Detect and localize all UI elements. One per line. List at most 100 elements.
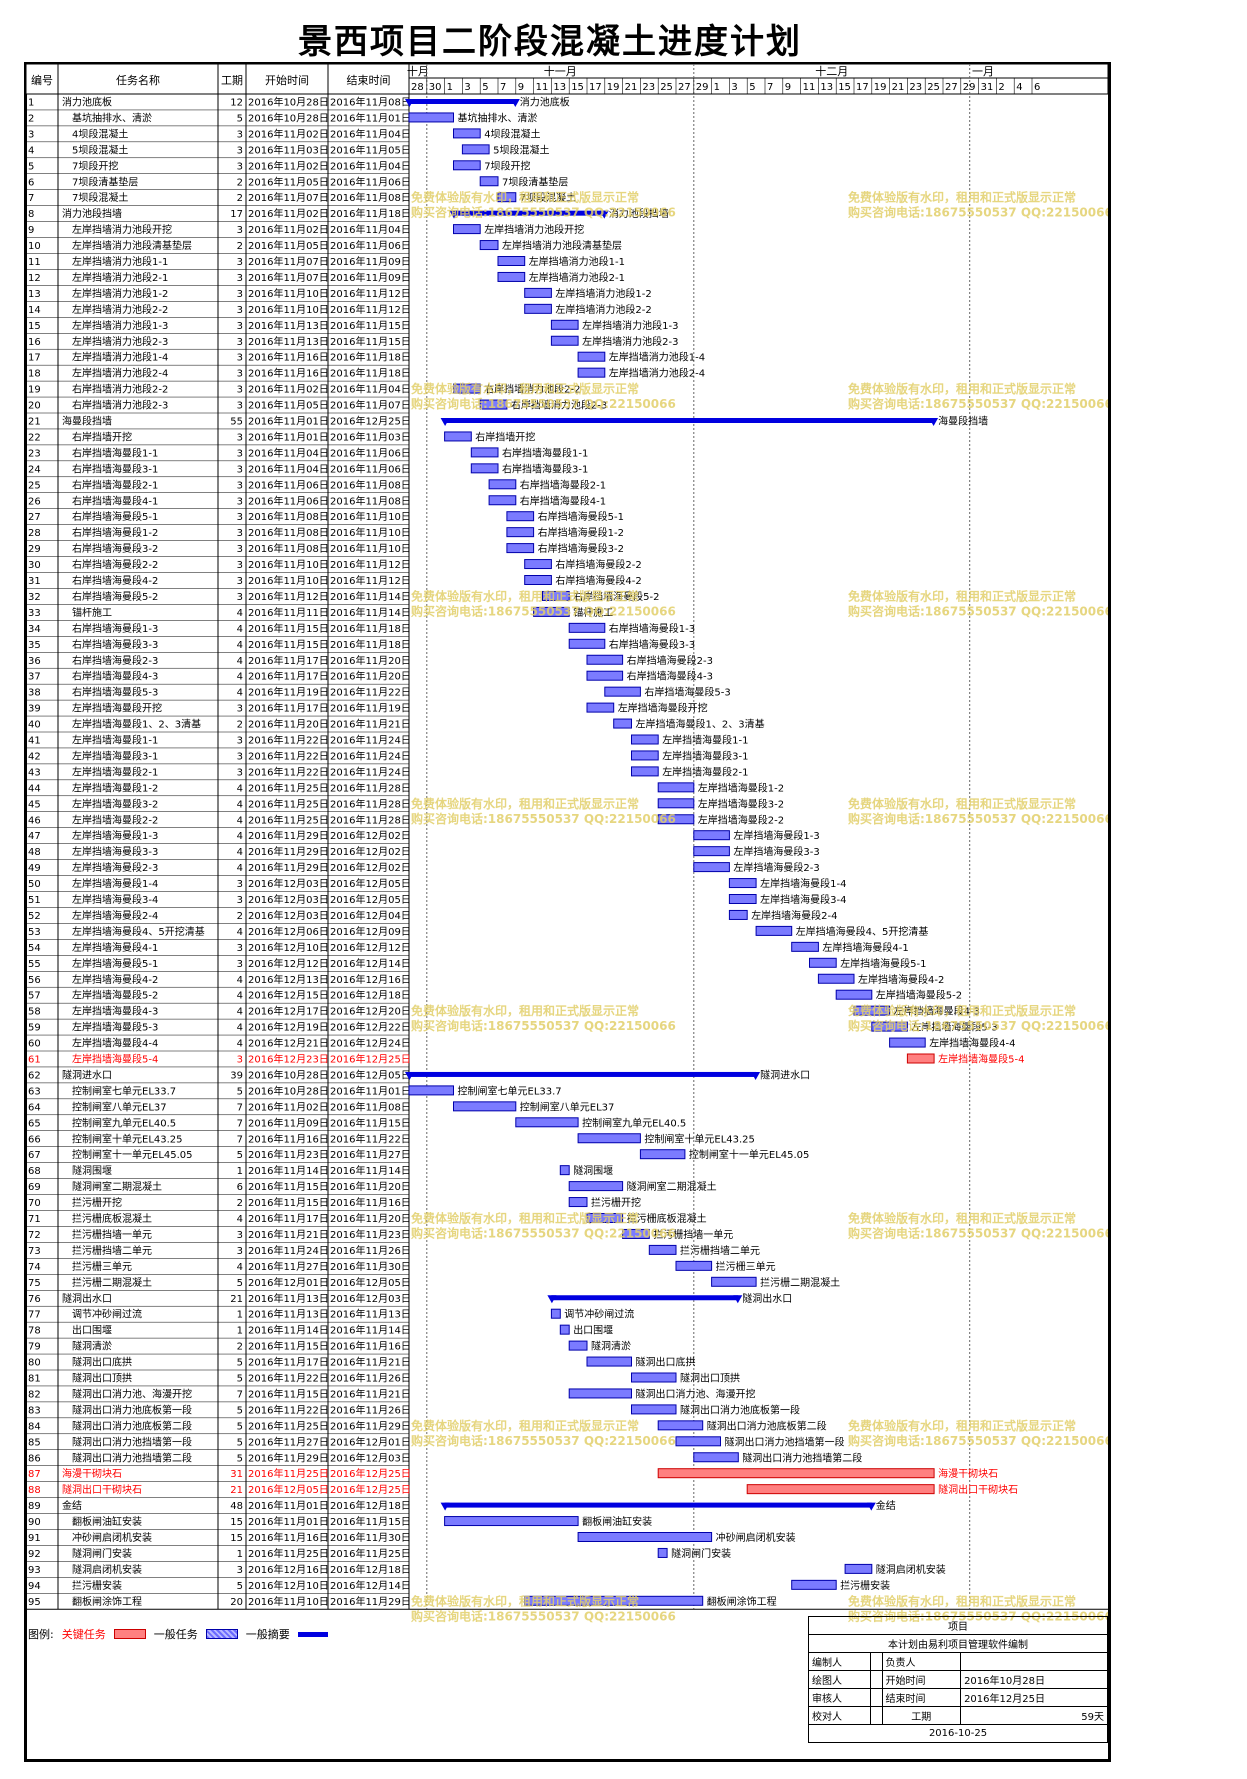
task-duration: 3 — [237, 528, 243, 539]
info-end-value: 2016年12月25日 — [960, 1688, 1108, 1707]
task-id: 52 — [28, 911, 41, 922]
task-bar — [693, 830, 730, 841]
watermark-text: 免费体验版有水印，租用和正式版显示正常 — [848, 381, 1076, 396]
task-end: 2016年12月02日 — [330, 845, 411, 858]
bar-label: 冲砂闸启闭机安装 — [716, 1531, 796, 1544]
month-label: 十一月 — [544, 64, 577, 78]
watermark-text: 购买咨询电话:18675550537 QQ:22150066 — [848, 205, 1108, 220]
task-name: 右岸挡墙海曼段2-1 — [72, 478, 158, 491]
task-name: 左岸挡墙海曼段4-3 — [72, 1005, 158, 1018]
bar-label: 右岸挡墙海曼段2-2 — [555, 558, 641, 571]
task-end: 2016年11月26日 — [330, 1244, 411, 1257]
task-duration: 48 — [230, 1501, 243, 1512]
task-duration: 3 — [237, 305, 243, 316]
task-name: 左岸挡墙海曼段2-1 — [72, 765, 158, 778]
task-duration: 39 — [230, 1070, 243, 1081]
bar-label: 7坝段开挖 — [484, 159, 530, 172]
bar-label: 左岸挡墙消力池段1-4 — [609, 351, 705, 364]
watermark-text: 免费体验版有水印，租用和正式版显示正常 — [848, 1210, 1076, 1225]
task-name: 左岸挡墙海曼段1-3 — [72, 829, 158, 842]
task-start: 2016年11月08日 — [248, 510, 329, 523]
watermark-text: 免费体验版有水印，租用和正式版显示正常 — [411, 1210, 639, 1225]
task-bar — [693, 1452, 739, 1463]
task-name: 右岸挡墙海曼段3-1 — [72, 462, 158, 475]
watermark-text: 免费体验版有水印，租用和正式版显示正常 — [411, 588, 639, 603]
task-start: 2016年11月17日 — [248, 702, 329, 715]
task-start: 2016年11月15日 — [248, 1340, 329, 1353]
task-id: 41 — [28, 736, 41, 747]
task-name: 7坝段清基垫层 — [72, 175, 138, 188]
day-label: 11 — [803, 82, 816, 93]
task-duration: 3 — [237, 161, 243, 172]
task-start: 2016年11月09日 — [248, 1116, 329, 1129]
task-id: 8 — [28, 209, 34, 220]
bar-label: 海漫干砌块石 — [938, 1467, 998, 1480]
task-start: 2016年11月22日 — [248, 734, 329, 747]
task-bar — [577, 367, 606, 378]
summary-end-marker — [599, 210, 609, 219]
task-duration: 2 — [237, 911, 243, 922]
info-editor-value — [869, 1652, 883, 1671]
bar-label: 左岸挡墙海曼段5-1 — [840, 957, 926, 970]
task-start: 2016年11月23日 — [248, 1148, 329, 1161]
task-name: 右岸挡墙海曼段1-2 — [72, 526, 158, 539]
summary-bar — [551, 1295, 739, 1301]
task-id: 47 — [28, 831, 41, 842]
task-duration: 3 — [237, 432, 243, 443]
task-id: 73 — [28, 1246, 41, 1257]
task-name: 隧洞出口消力池、海漫开挖 — [72, 1387, 192, 1400]
task-start: 2016年11月01日 — [248, 415, 329, 428]
task-duration: 4 — [237, 1007, 243, 1018]
task-name: 左岸挡墙海曼段4-1 — [72, 941, 158, 954]
task-start: 2016年11月25日 — [248, 1467, 329, 1480]
task-start: 2016年11月15日 — [248, 638, 329, 651]
task-name: 右岸挡墙开挖 — [72, 430, 132, 443]
task-bar — [586, 1213, 624, 1223]
task-name: 右岸挡墙海曼段3-3 — [72, 638, 158, 651]
task-id: 29 — [28, 544, 41, 555]
bar-label: 右岸挡墙海曼段2-3 — [627, 654, 713, 667]
task-id: 60 — [28, 1039, 41, 1050]
task-id: 78 — [28, 1326, 41, 1337]
watermark-text: 购买咨询电话:18675550537 QQ:22150066 — [411, 603, 676, 618]
task-id: 49 — [28, 863, 41, 874]
task-bar — [613, 718, 633, 729]
day-label: 5 — [749, 82, 755, 93]
watermark-text: 免费体验版有水印，租用和正式版显示正常 — [848, 190, 1076, 205]
task-bar — [524, 303, 552, 314]
task-bar — [631, 1404, 677, 1415]
task-name: 右岸挡墙海曼段3-2 — [72, 542, 158, 555]
task-id: 31 — [28, 576, 41, 587]
task-id: 36 — [28, 656, 41, 667]
summary-start-marker — [440, 1502, 450, 1511]
task-start: 2016年11月29日 — [248, 829, 329, 842]
task-bar — [550, 1308, 561, 1319]
bar-label: 出口围堰 — [573, 1324, 613, 1337]
day-label: 21 — [892, 82, 905, 93]
task-name: 消力池底板 — [62, 96, 112, 109]
task-duration: 5 — [237, 1405, 243, 1416]
bar-label: 隧洞出口消力池底板第一段 — [680, 1403, 800, 1416]
task-end: 2016年12月05日 — [330, 877, 411, 890]
task-start: 2016年12月10日 — [248, 941, 329, 954]
task-end: 2016年12月14日 — [330, 1579, 411, 1592]
summary-start-marker — [405, 99, 414, 107]
bar-label: 翻板闸涂饰工程 — [707, 1595, 777, 1608]
task-name: 隧洞出口顶拱 — [72, 1372, 132, 1385]
task-name: 隧洞围堰 — [72, 1164, 112, 1177]
critical-bar — [657, 1468, 935, 1479]
task-duration: 31 — [230, 1469, 243, 1480]
task-duration: 3 — [237, 129, 243, 140]
task-duration: 3 — [237, 767, 243, 778]
day-label: 4 — [1016, 82, 1022, 93]
task-duration: 3 — [237, 943, 243, 954]
task-duration: 1 — [237, 1549, 243, 1560]
bar-label: 左岸挡墙海曼段1、2、3清基 — [636, 718, 765, 731]
info-drawer-value — [869, 1670, 883, 1689]
day-label: 3 — [464, 82, 470, 93]
task-name: 拦污栅挡墙一单元 — [72, 1228, 152, 1241]
bar-label: 7坝段混凝土 — [520, 191, 576, 204]
task-end: 2016年12月05日 — [330, 893, 411, 906]
task-bar — [542, 590, 570, 601]
day-label: 2 — [998, 82, 1004, 93]
